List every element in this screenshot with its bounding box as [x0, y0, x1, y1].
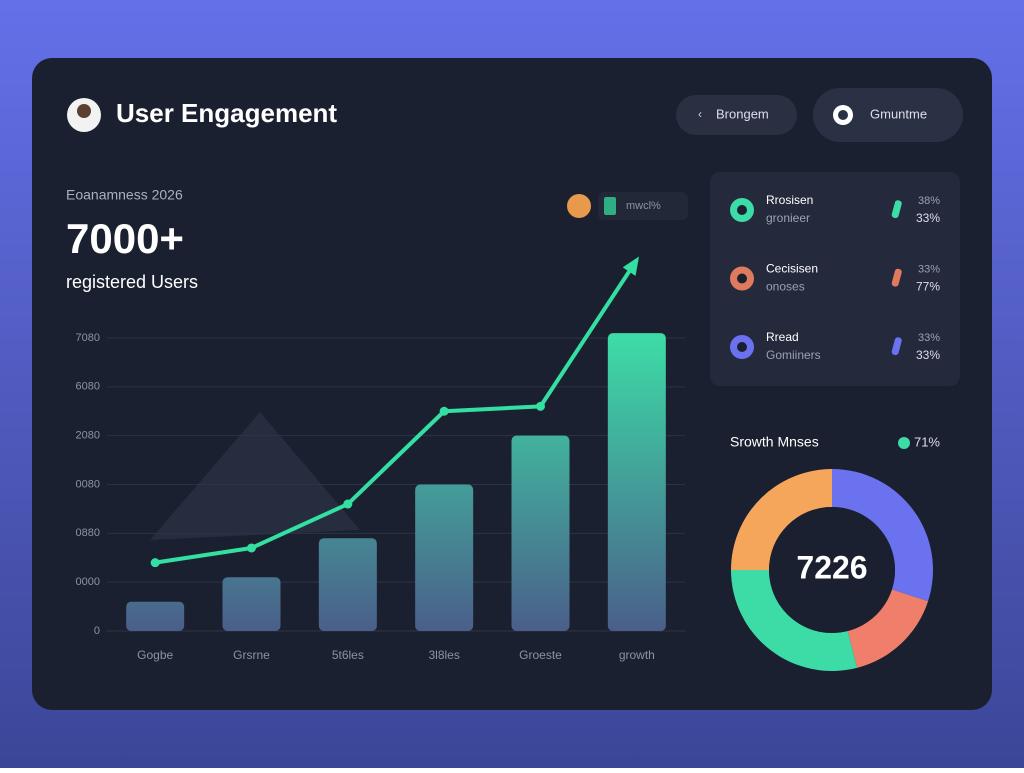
item-subtitle: onoses — [766, 280, 805, 294]
badge — [598, 192, 688, 220]
button-bg[interactable] — [676, 95, 797, 135]
bar — [318, 538, 377, 631]
line-point — [536, 401, 545, 411]
bar — [607, 333, 666, 631]
item-top: 33% — [918, 263, 940, 275]
x-tick-label: Gogbe — [137, 648, 173, 662]
y-tick-label: 0880 — [76, 527, 100, 539]
donut-center: 7226 — [796, 549, 867, 585]
arrow-head — [622, 256, 640, 276]
x-tick-label: Grsrne — [233, 648, 270, 662]
badge-avatar — [567, 194, 591, 218]
item-glyph — [891, 200, 902, 219]
y-tick-label: 7080 — [76, 332, 100, 344]
summary-value: 7000+ — [66, 215, 184, 262]
title: User Engagement — [116, 98, 337, 128]
badge-label: mwcl% — [626, 200, 661, 212]
button-label[interactable]: Brongem — [716, 106, 769, 121]
line-point — [247, 543, 256, 553]
donut-title: Srowth Mnses — [730, 434, 819, 450]
item-bottom: 33% — [916, 348, 940, 362]
item-top: 38% — [918, 195, 940, 207]
item-bottom: 77% — [916, 280, 940, 294]
button-icon-inner — [838, 110, 848, 120]
item-subtitle: gronieer — [766, 211, 810, 225]
bar — [511, 435, 570, 631]
item-glyph — [891, 337, 902, 356]
badge-icon — [604, 197, 616, 215]
item-glyph — [891, 268, 902, 287]
line-point — [150, 558, 160, 568]
y-tick-label: 2080 — [76, 430, 100, 442]
x-tick-label: Groeste — [519, 648, 562, 662]
item-title: Rread — [766, 330, 799, 344]
bar — [222, 577, 281, 631]
button[interactable]: Gmuntme — [813, 88, 963, 142]
line — [154, 258, 639, 565]
donut-segment — [832, 469, 933, 602]
button-bg[interactable] — [813, 88, 963, 142]
donut-hole — [769, 507, 895, 633]
item-title: Cecisisen — [766, 262, 818, 276]
donut-segment — [731, 469, 832, 570]
line-point — [439, 406, 449, 416]
bar — [415, 484, 474, 631]
button-icon: ‹ — [698, 107, 702, 121]
item-subtitle: Gomiiners — [766, 348, 821, 362]
avatar-head — [77, 104, 91, 118]
y-tick-label: 0000 — [76, 576, 100, 588]
summary-label: Eoanamness 2026 — [66, 187, 183, 203]
item-title: Rrosisen — [766, 193, 813, 207]
line-point — [343, 499, 353, 509]
y-tick-label: 0 — [94, 625, 100, 637]
item-top: 33% — [918, 332, 940, 344]
item-icon-inner — [737, 205, 747, 215]
donut-annotation: 71% — [914, 434, 940, 449]
x-tick-label: 3l8les — [428, 648, 459, 662]
side-list: Rrosisen gronieer 38% 33% Cecisisen onoses 33%… — [730, 193, 940, 362]
y-tick-label: 6080 — [76, 381, 100, 393]
donut-chart: Srowth Mnses 71% 7226 — [730, 434, 940, 671]
y-tick-label: 0080 — [76, 478, 100, 490]
item-icon-inner — [737, 273, 747, 284]
item-icon-inner — [737, 342, 747, 352]
item-bottom: 33% — [916, 211, 940, 225]
button[interactable]: ‹ Brongem — [676, 95, 797, 135]
legend-dot — [898, 437, 910, 449]
decor-triangle — [150, 412, 360, 540]
donut-segment — [847, 589, 929, 668]
side-panel — [710, 172, 960, 386]
button-label[interactable]: Gmuntme — [870, 106, 927, 121]
x-tick-label: growth — [619, 648, 655, 662]
summary-caption: registered Users — [66, 272, 198, 292]
bar — [126, 601, 185, 631]
donut-segment — [731, 570, 858, 671]
x-tick-label: 5t6les — [332, 648, 364, 662]
